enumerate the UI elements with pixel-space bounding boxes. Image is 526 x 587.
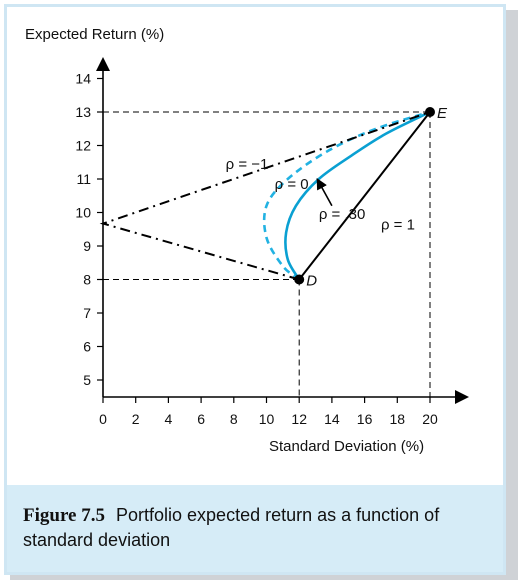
plot-area: Expected Return (%) Standard Deviation (%… <box>7 7 503 485</box>
x-tick-label-10: 10 <box>259 411 275 427</box>
y-tick-label-6: 6 <box>83 339 91 355</box>
y-tick-label-13: 13 <box>75 104 91 120</box>
y-axis-title: Expected Return (%) <box>25 26 164 43</box>
y-tick-label-7: 7 <box>83 305 91 321</box>
x-tick-label-6: 6 <box>197 411 205 427</box>
x-tick-label-20: 20 <box>422 411 438 427</box>
x-axis-title: Standard Deviation (%) <box>269 438 424 455</box>
chart-svg: Expected Return (%) Standard Deviation (%… <box>25 26 469 455</box>
x-tick-label-8: 8 <box>230 411 238 427</box>
x-tick-label-18: 18 <box>390 411 406 427</box>
point-label-D: D <box>306 273 317 290</box>
series-annotation-0: ρ = −1 <box>226 156 269 173</box>
series-line-1 <box>284 110 431 281</box>
x-tick-label-16: 16 <box>357 411 373 427</box>
series-line-0 <box>298 111 431 281</box>
x-tick-label-14: 14 <box>324 411 340 427</box>
annotation-arrow-0 <box>316 178 333 207</box>
series-annotation-1: ρ = 0 <box>275 176 309 193</box>
series-line-3 <box>99 111 431 281</box>
y-tick-label-12: 12 <box>75 138 91 154</box>
point-marker-D <box>294 274 305 285</box>
y-tick-label-8: 8 <box>83 272 91 288</box>
point-label-E: E <box>437 105 448 122</box>
figure-caption: Figure 7.5 Portfolio expected return as … <box>7 485 503 572</box>
caption-label: Figure 7.5 <box>23 505 105 526</box>
x-tick-label-4: 4 <box>165 411 173 427</box>
x-tick-label-12: 12 <box>291 411 307 427</box>
figure-panel: Expected Return (%) Standard Deviation (%… <box>4 4 506 575</box>
x-axis-arrowhead <box>455 390 469 404</box>
y-tick-label-10: 10 <box>75 205 91 221</box>
x-tick-label-2: 2 <box>132 411 140 427</box>
y-tick-label-14: 14 <box>75 71 91 87</box>
x-tick-label-0: 0 <box>99 411 107 427</box>
point-marker-E <box>425 107 435 117</box>
series-line-2 <box>262 110 431 281</box>
y-axis-arrowhead <box>96 57 110 71</box>
series-annotation-2: ρ = .30 <box>319 206 365 223</box>
caption-text: Portfolio expected return as a function … <box>23 505 440 550</box>
y-tick-label-5: 5 <box>83 372 91 388</box>
series-annotation-3: ρ = 1 <box>381 216 415 233</box>
y-tick-label-11: 11 <box>76 171 91 187</box>
y-tick-label-9: 9 <box>83 238 91 254</box>
